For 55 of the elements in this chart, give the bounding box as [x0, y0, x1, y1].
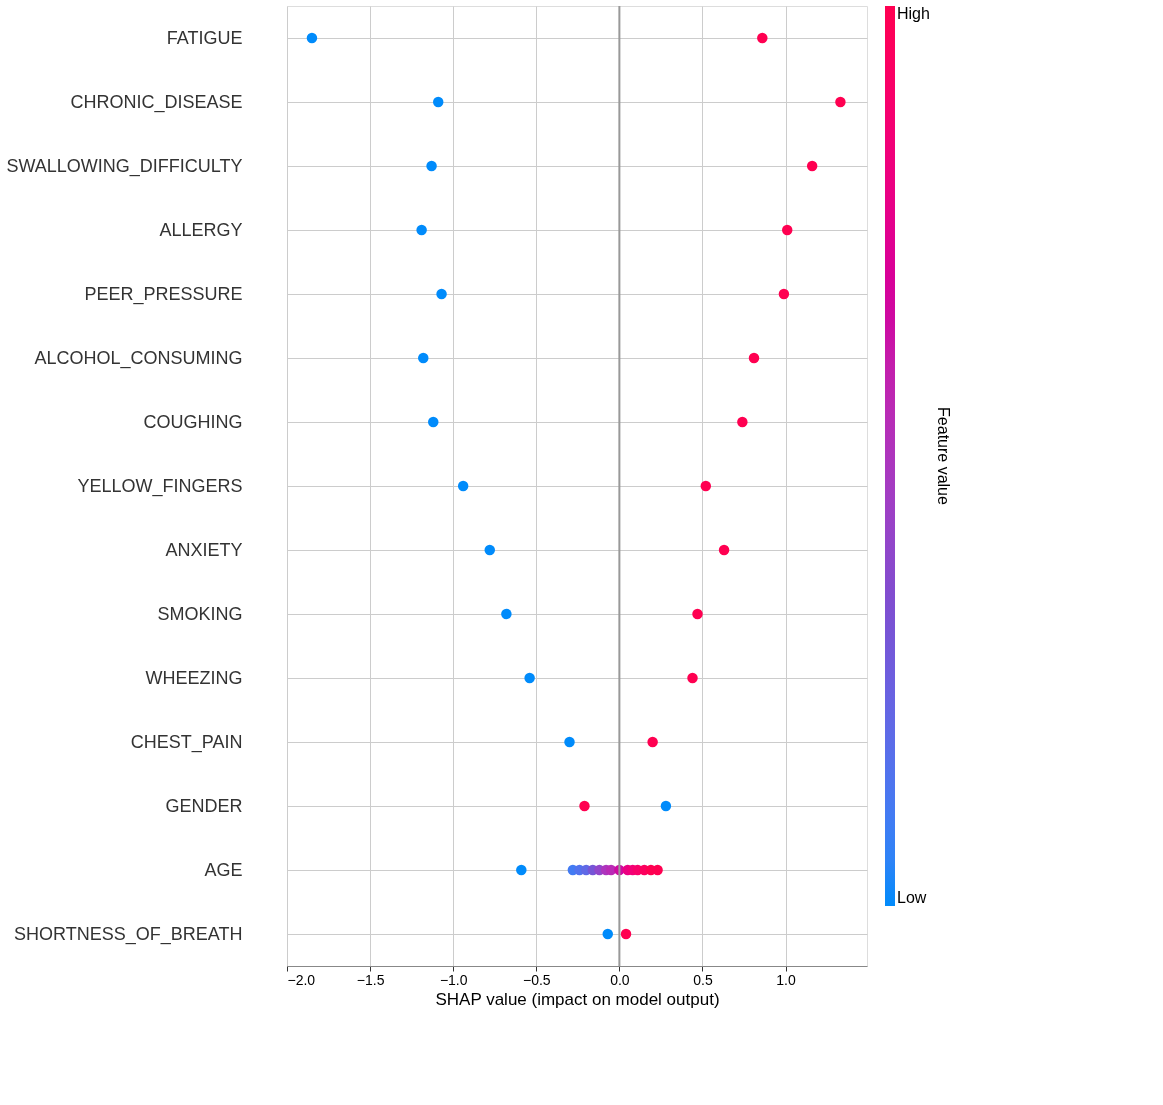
y-tick-label: SWALLOWING_DIFFICULTY [6, 155, 243, 177]
point [579, 800, 590, 812]
point [524, 672, 535, 684]
x-tick-label: −0.5 [522, 971, 551, 988]
x-tick-label: 0.5 [693, 971, 713, 988]
y-tick-label: CHRONIC_DISEASE [70, 91, 243, 113]
point [781, 224, 793, 236]
y-tick-label: GENDER [165, 795, 243, 816]
y-tick-label: WHEEZING [145, 667, 243, 688]
point [564, 736, 575, 748]
point [484, 544, 495, 556]
point [418, 352, 429, 364]
y-tick-label: ANXIETY [165, 539, 243, 560]
x-axis-title: SHAP value (impact on model output) [435, 989, 720, 1009]
point [432, 96, 444, 108]
color-bar-label: Low [897, 889, 927, 906]
color-bar-label: High [897, 5, 930, 22]
point [457, 480, 469, 492]
point [700, 480, 712, 492]
x-tick-label: −1.5 [356, 971, 385, 988]
color-bar-title: Feature value [935, 407, 952, 506]
x-tick-label: 0.0 [610, 971, 630, 988]
x-tick-label: −2.0 [287, 971, 316, 988]
point [306, 32, 318, 44]
y-tick-label: AGE [204, 859, 243, 880]
point [426, 160, 437, 172]
point [692, 608, 703, 620]
point [602, 928, 613, 940]
point [687, 672, 698, 684]
point [516, 864, 527, 876]
point [806, 160, 818, 172]
point [660, 800, 672, 812]
point [620, 928, 632, 940]
y-tick-label: COUGHING [143, 411, 243, 432]
x-tick-label: 1.0 [776, 971, 797, 988]
point [718, 544, 730, 556]
y-tick-label: SMOKING [157, 603, 243, 624]
point [436, 288, 447, 300]
x-tick-label: −1.0 [439, 971, 468, 988]
point [501, 608, 512, 620]
y-tick-label: PEER_PRESSURE [84, 283, 243, 305]
point [835, 96, 846, 108]
point [416, 224, 427, 236]
point [647, 736, 658, 748]
point [748, 352, 760, 364]
y-tick-label: CHEST_PAIN [130, 731, 243, 753]
y-tick-label: YELLOW_FINGERS [77, 475, 243, 497]
point [428, 416, 439, 428]
y-tick-label: ALLERGY [159, 219, 243, 240]
y-tick-label: SHORTNESS_OF_BREATH [14, 923, 243, 945]
point [778, 288, 790, 300]
point [757, 32, 768, 44]
point [737, 416, 748, 428]
y-tick-label: FATIGUE [166, 27, 243, 48]
y-tick-label: ALCOHOL_CONSUMING [34, 347, 243, 369]
